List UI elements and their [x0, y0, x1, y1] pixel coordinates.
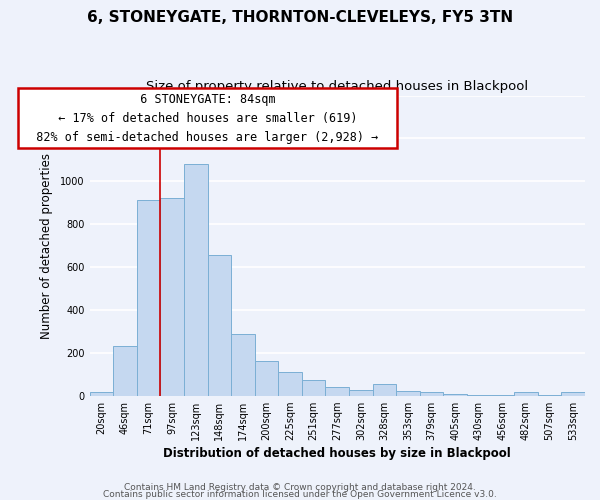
Bar [349, 390, 373, 396]
Bar [373, 384, 396, 396]
Bar [396, 392, 420, 396]
Bar [467, 394, 491, 396]
Bar [538, 394, 562, 396]
Text: 6 STONEYGATE: 84sqm  
  ← 17% of detached houses are smaller (619)  
  82% of se: 6 STONEYGATE: 84sqm ← 17% of detached ho… [22, 92, 393, 144]
Bar [231, 334, 254, 396]
Bar [420, 392, 443, 396]
Bar [325, 386, 349, 396]
Bar [89, 392, 113, 396]
Bar [113, 346, 137, 396]
Text: Contains HM Land Registry data © Crown copyright and database right 2024.: Contains HM Land Registry data © Crown c… [124, 484, 476, 492]
Bar [562, 392, 585, 396]
Bar [184, 164, 208, 396]
Bar [302, 380, 325, 396]
Bar [208, 256, 231, 396]
Bar [491, 394, 514, 396]
Bar [160, 198, 184, 396]
Bar [514, 392, 538, 396]
Bar [443, 394, 467, 396]
Bar [137, 200, 160, 396]
Text: 6, STONEYGATE, THORNTON-CLEVELEYS, FY5 3TN: 6, STONEYGATE, THORNTON-CLEVELEYS, FY5 3… [87, 10, 513, 25]
Y-axis label: Number of detached properties: Number of detached properties [40, 152, 53, 338]
Text: Contains public sector information licensed under the Open Government Licence v3: Contains public sector information licen… [103, 490, 497, 499]
Bar [254, 362, 278, 396]
Bar [278, 372, 302, 396]
Title: Size of property relative to detached houses in Blackpool: Size of property relative to detached ho… [146, 80, 529, 93]
X-axis label: Distribution of detached houses by size in Blackpool: Distribution of detached houses by size … [163, 447, 511, 460]
